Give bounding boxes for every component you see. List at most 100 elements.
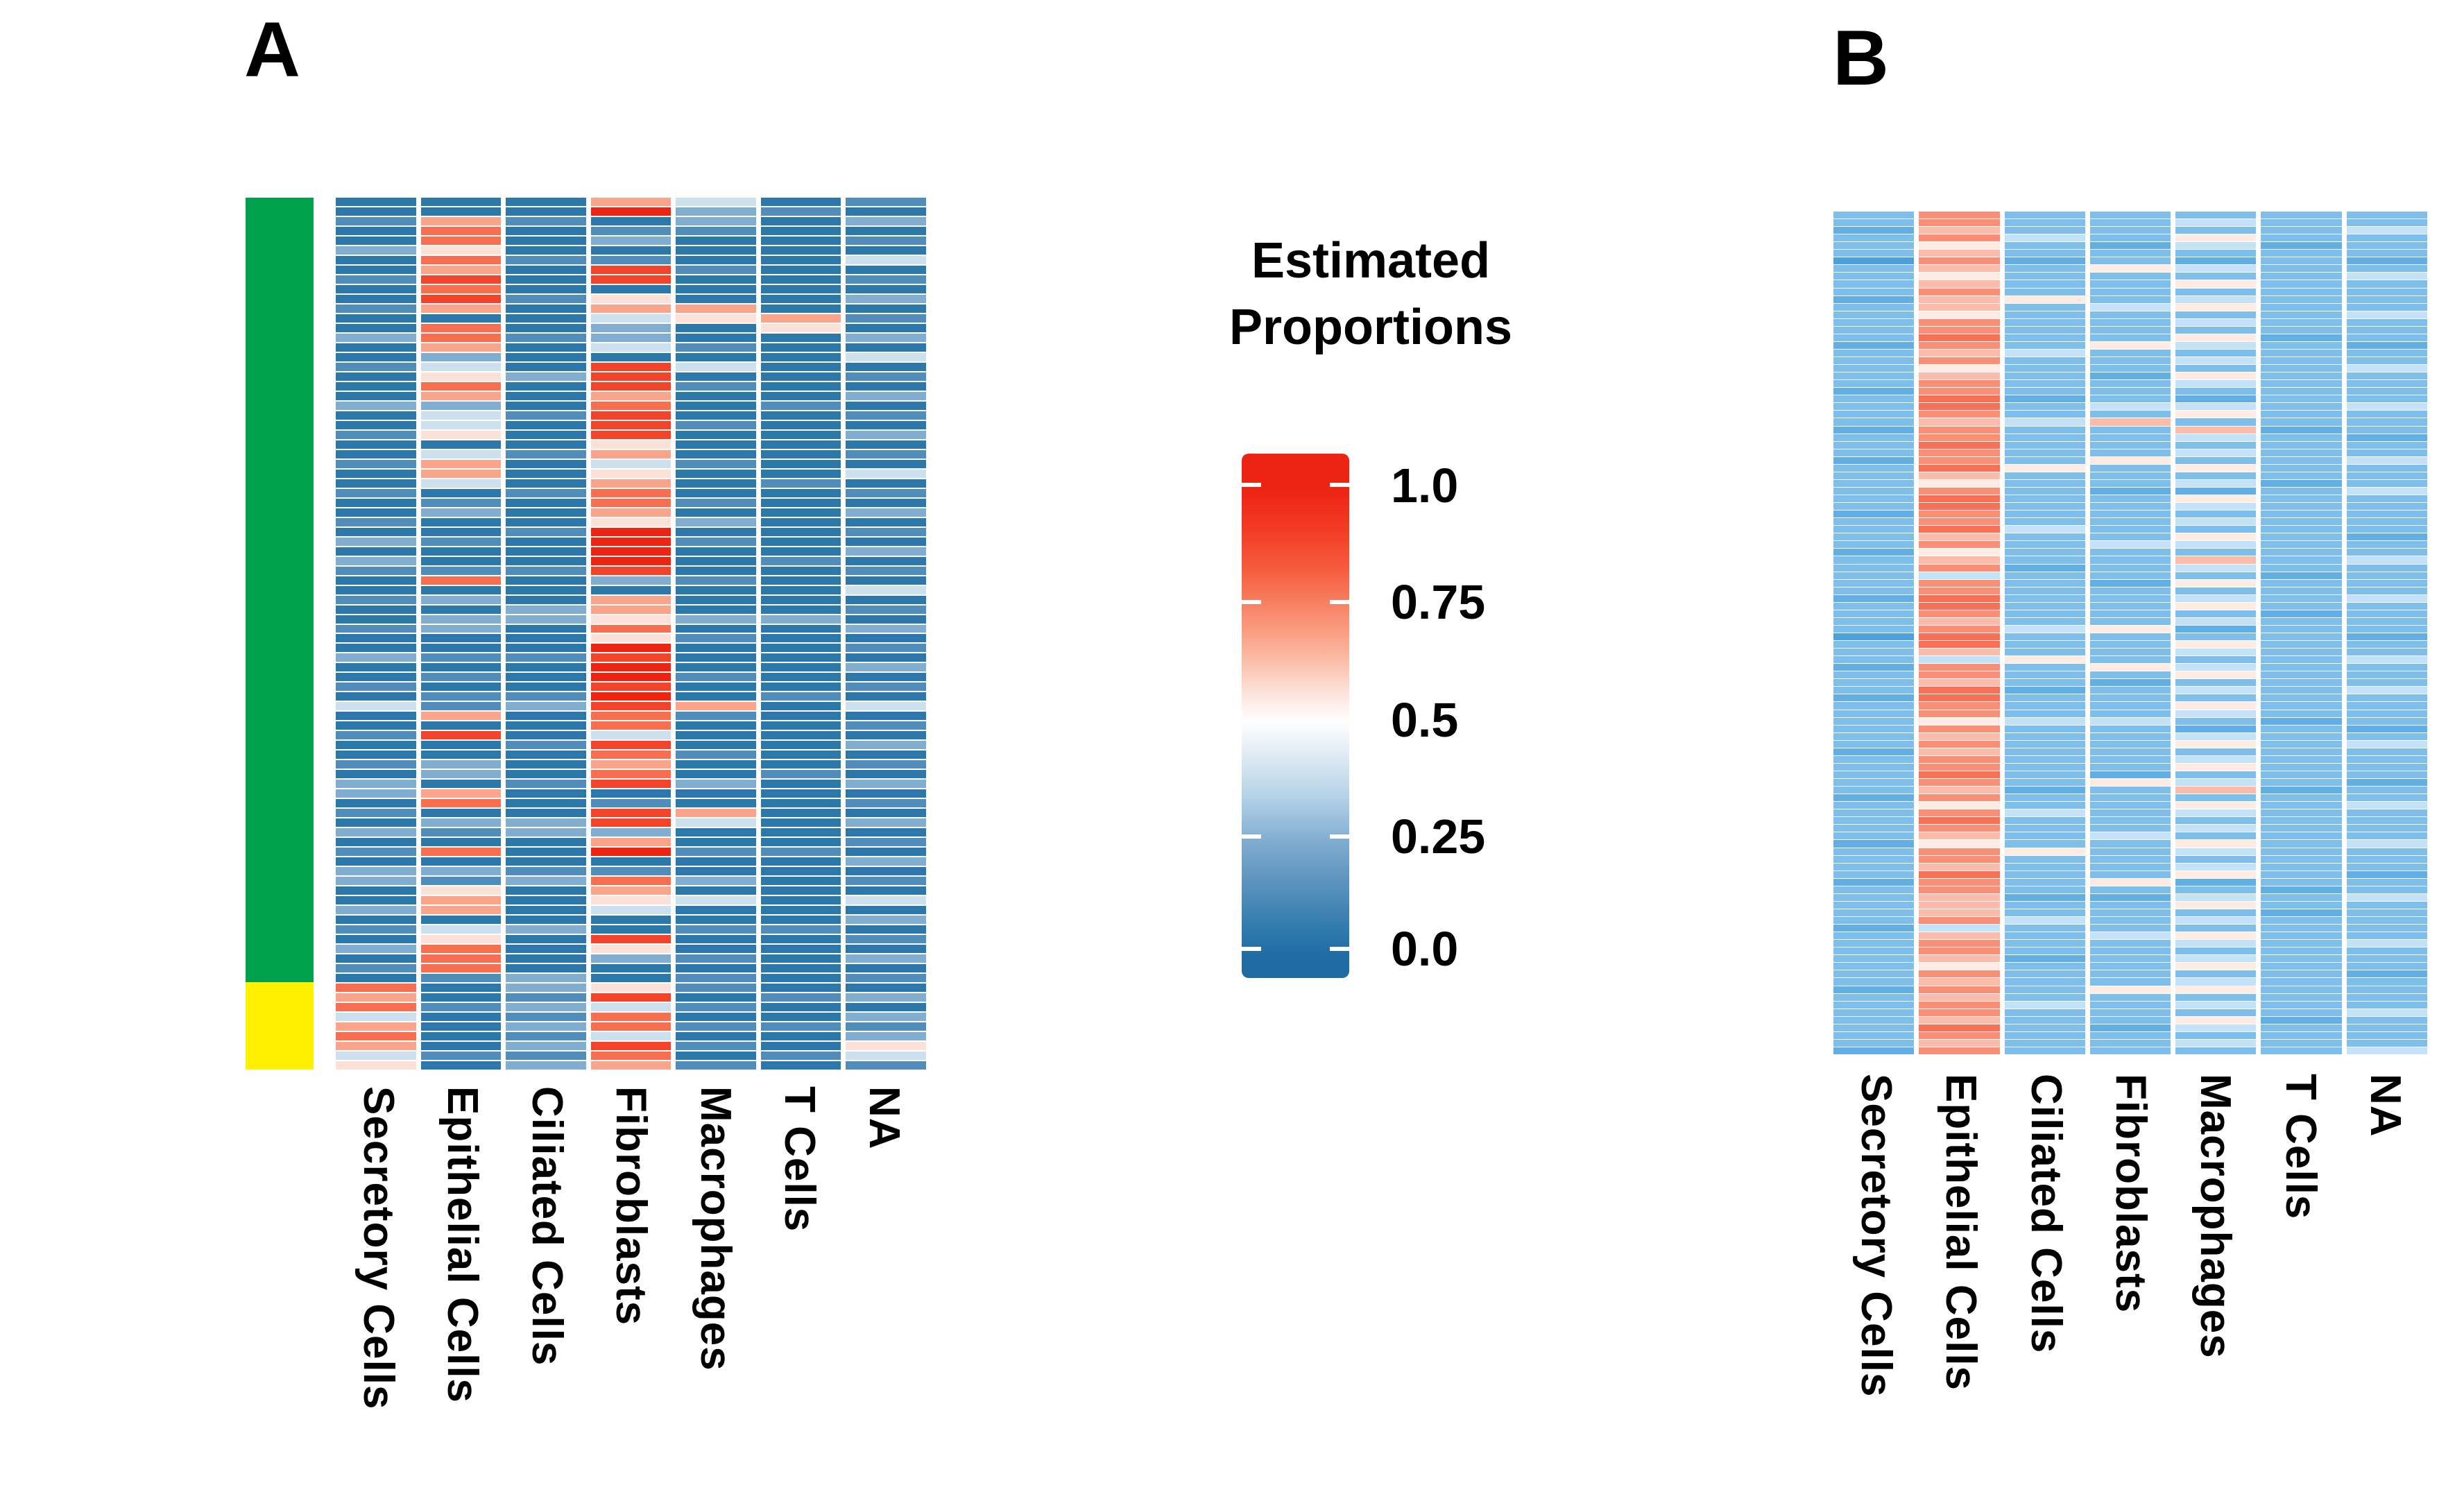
column-label-secretory-cells: Secretory Cells xyxy=(1852,1074,1900,1398)
heatmap-cell xyxy=(1919,986,2000,993)
heatmap-cell xyxy=(2089,1031,2171,1039)
heatmap-cell xyxy=(2004,649,2085,656)
heatmap-cell xyxy=(1919,334,2000,341)
heatmap-cell xyxy=(590,246,671,255)
heatmap-cell xyxy=(336,692,416,701)
heatmap-cell xyxy=(506,566,586,575)
heatmap-cell xyxy=(2175,1009,2257,1016)
colorbar-tick-notch xyxy=(1330,947,1349,951)
heatmap-cell xyxy=(590,634,671,643)
heatmap-column-secretory-cells xyxy=(1833,212,1915,1054)
heatmap-cell xyxy=(590,663,671,672)
heatmap-cell xyxy=(2261,357,2342,365)
heatmap-cell xyxy=(2346,334,2427,341)
heatmap-cell xyxy=(676,508,756,517)
heatmap-cell xyxy=(590,198,671,206)
heatmap-cell xyxy=(846,517,927,526)
heatmap-cell xyxy=(2346,273,2427,280)
heatmap-cell xyxy=(760,411,841,420)
heatmap-cell xyxy=(506,644,586,653)
heatmap-cell xyxy=(336,255,416,264)
heatmap-cell xyxy=(2175,295,2257,303)
heatmap-cell xyxy=(2261,602,2342,610)
heatmap-cell xyxy=(1833,748,1915,755)
heatmap-cell xyxy=(1919,380,2000,388)
heatmap-cell xyxy=(1833,610,1915,617)
heatmap-cell xyxy=(506,216,586,225)
heatmap-cell xyxy=(1919,518,2000,526)
heatmap-cell xyxy=(2175,234,2257,242)
heatmap-cell xyxy=(2261,649,2342,656)
heatmap-cell xyxy=(676,556,756,565)
heatmap-cell xyxy=(2089,855,2171,863)
heatmap-cell xyxy=(1833,212,1915,219)
row-group-segment-tube xyxy=(246,982,314,1070)
heatmap-cell xyxy=(2004,564,2085,572)
heatmap-cell xyxy=(1833,840,1915,848)
heatmap-cell xyxy=(420,712,502,721)
heatmap-cell xyxy=(420,1052,502,1060)
heatmap-cell xyxy=(590,964,671,973)
heatmap-cell xyxy=(2175,449,2257,456)
heatmap-cell xyxy=(760,615,841,624)
heatmap-cell xyxy=(846,663,927,672)
heatmap-cell xyxy=(846,692,927,701)
heatmap-cell xyxy=(336,216,416,225)
heatmap-cell xyxy=(506,527,586,536)
heatmap-cell xyxy=(2261,687,2342,694)
heatmap-cell xyxy=(676,993,756,1002)
heatmap-cell xyxy=(420,527,502,536)
heatmap-cell xyxy=(2089,526,2171,533)
heatmap-cell xyxy=(590,372,671,381)
heatmap-cell xyxy=(2261,710,2342,717)
heatmap-cell xyxy=(1833,755,1915,763)
heatmap-cell xyxy=(1833,641,1915,649)
heatmap-cell xyxy=(2089,986,2171,993)
heatmap-cell xyxy=(1919,779,2000,787)
heatmap-cell xyxy=(506,362,586,371)
heatmap-cell xyxy=(420,848,502,857)
heatmap-cell xyxy=(2175,993,2257,1001)
heatmap-cell xyxy=(676,1042,756,1051)
heatmap-cell xyxy=(420,226,502,235)
heatmap-cell xyxy=(1833,242,1915,250)
heatmap-cell xyxy=(846,653,927,662)
heatmap-cell xyxy=(2175,817,2257,825)
heatmap-cell xyxy=(1919,617,2000,625)
heatmap-cell xyxy=(590,644,671,653)
heatmap-cell xyxy=(590,1042,671,1051)
heatmap-cell xyxy=(2261,641,2342,649)
heatmap-cell xyxy=(1919,809,2000,817)
heatmap-cell xyxy=(760,799,841,808)
heatmap-cell xyxy=(760,585,841,594)
heatmap-cell xyxy=(2175,403,2257,411)
heatmap-cell xyxy=(1919,970,2000,978)
heatmap-cell xyxy=(2089,273,2171,280)
heatmap-cell xyxy=(590,449,671,458)
heatmap-cell xyxy=(2004,755,2085,763)
heatmap-cell xyxy=(420,207,502,216)
heatmap-cell xyxy=(506,993,586,1002)
heatmap-cell xyxy=(506,799,586,808)
heatmap-cell xyxy=(1833,579,1915,587)
heatmap-cell xyxy=(2346,456,2427,464)
heatmap-cell xyxy=(1919,411,2000,418)
heatmap-cell xyxy=(336,265,416,274)
heatmap-cell xyxy=(2175,717,2257,725)
heatmap-cell xyxy=(506,789,586,798)
heatmap-cell xyxy=(2261,732,2342,740)
heatmap-cell xyxy=(2004,940,2085,947)
heatmap-cell xyxy=(760,576,841,585)
heatmap-cell xyxy=(1919,955,2000,963)
heatmap-cell xyxy=(1833,518,1915,526)
heatmap-cell xyxy=(2089,395,2171,403)
heatmap-cell xyxy=(2346,771,2427,779)
heatmap-cell xyxy=(1919,993,2000,1001)
heatmap-cell xyxy=(336,498,416,507)
heatmap-cell xyxy=(2261,633,2342,641)
heatmap-cell xyxy=(2089,372,2171,380)
heatmap-cell xyxy=(1833,779,1915,787)
heatmap-cell xyxy=(506,207,586,216)
heatmap-cell xyxy=(2346,594,2427,602)
heatmap-cell xyxy=(2261,579,2342,587)
